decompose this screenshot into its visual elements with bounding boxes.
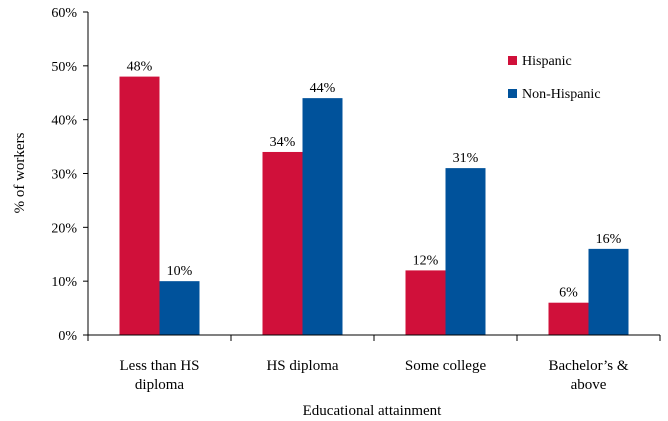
bars [119, 76, 629, 335]
bar-non-hispanic [588, 248, 629, 335]
data-label: 44% [310, 81, 336, 96]
legend-swatch [508, 89, 517, 98]
y-tick-label: 0% [58, 329, 77, 344]
category-labels: Less than HS diploma HS diploma Some colleg… [120, 358, 629, 393]
y-tick-label: 20% [51, 221, 77, 236]
x-category-label: Less than HS diploma [120, 358, 200, 393]
bar-hispanic [548, 302, 589, 335]
data-label: 6% [559, 286, 578, 301]
y-axis-ticks: 0% 10% 20% 30% 40% 50% 60% [51, 6, 88, 344]
x-category-label: Some college [405, 358, 487, 374]
bar-hispanic [405, 270, 446, 335]
x-category-label: HS diploma [266, 358, 338, 374]
y-tick-label: 30% [51, 168, 77, 183]
bar-hispanic [262, 151, 303, 335]
y-tick-label: 10% [51, 275, 77, 290]
data-label: 34% [270, 135, 296, 150]
legend-label: Non-Hispanic [522, 87, 601, 102]
y-axis-title: % of workers [12, 132, 28, 213]
x-axis [87, 334, 661, 341]
x-category-label: Bachelor’s & above [548, 358, 628, 393]
bar-hispanic [119, 76, 160, 335]
y-tick-label: 40% [51, 114, 77, 129]
y-tick-label: 60% [51, 6, 77, 21]
data-label: 10% [167, 264, 193, 279]
data-label: 31% [453, 151, 479, 166]
data-label: 16% [596, 232, 622, 247]
x-axis-title: Educational attainment [303, 403, 443, 419]
bar-non-hispanic [302, 98, 343, 335]
data-label: 12% [413, 253, 439, 268]
data-label: 48% [127, 60, 153, 75]
y-tick-label: 50% [51, 60, 77, 75]
data-labels: 48% 10% 34% 44% 12% 31% 6% 16% [127, 60, 622, 301]
bar-non-hispanic [159, 281, 200, 335]
legend-swatch [508, 56, 517, 65]
legend: Hispanic Non-Hispanic [508, 54, 601, 102]
legend-label: Hispanic [522, 54, 572, 69]
bar-non-hispanic [445, 168, 486, 335]
